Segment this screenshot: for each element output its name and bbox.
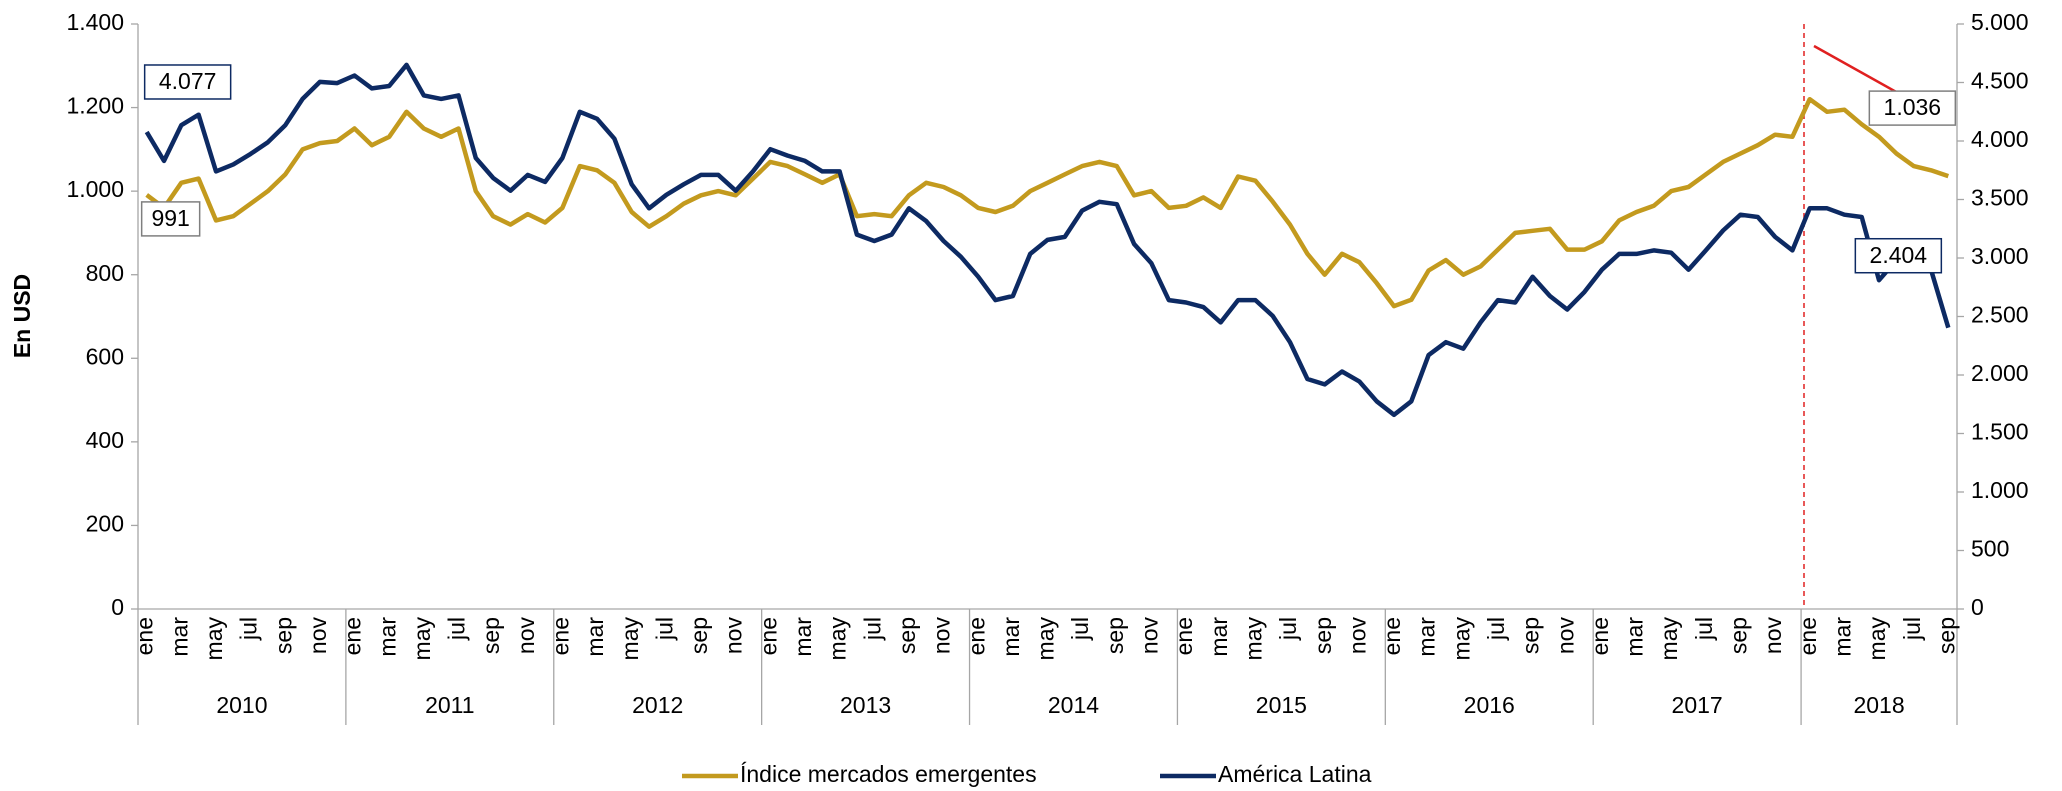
x-tick-label: may xyxy=(1656,617,1682,661)
x-tick-label: jul xyxy=(1691,617,1717,641)
year-label: 2018 xyxy=(1853,692,1904,718)
x-tick-label: sep xyxy=(1726,617,1752,654)
year-label: 2014 xyxy=(1048,692,1099,718)
x-tick-label: ene xyxy=(963,617,989,655)
y2-tick-label: 500 xyxy=(1971,536,2009,562)
x-tick-label: sep xyxy=(1933,617,1959,654)
y2-tick-label: 3.500 xyxy=(1971,185,2029,211)
x-tick-label: nov xyxy=(305,617,331,655)
value-label: 4.077 xyxy=(159,68,217,94)
y2-tick-label: 4.500 xyxy=(1971,68,2029,94)
y-tick-label: 1.200 xyxy=(66,93,124,119)
x-tick-label: nov xyxy=(1344,617,1370,655)
x-tick-label: jul xyxy=(1899,617,1925,641)
legend-label: América Latina xyxy=(1218,761,1372,787)
y2-tick-label: 2.000 xyxy=(1971,360,2029,386)
y-tick-label: 400 xyxy=(86,427,124,453)
y-tick-label: 1.000 xyxy=(66,176,124,202)
x-tick-label: sep xyxy=(1518,617,1544,654)
x-tick-label: nov xyxy=(929,617,955,655)
x-tick-label: may xyxy=(825,617,851,661)
x-tick-label: ene xyxy=(755,617,781,655)
x-tick-label: sep xyxy=(1102,617,1128,654)
x-tick-label: jul xyxy=(1067,617,1093,641)
x-tick-label: mar xyxy=(1206,617,1232,657)
y2-tick-label: 5.000 xyxy=(1971,9,2029,35)
y-axis-label: En USD xyxy=(9,274,35,358)
x-tick-label: may xyxy=(201,617,227,661)
x-tick-label: mar xyxy=(790,617,816,657)
x-tick-label: sep xyxy=(686,617,712,654)
series-line xyxy=(147,65,1949,415)
series-line xyxy=(147,99,1949,306)
x-tick-label: mar xyxy=(1829,617,1855,657)
y2-tick-label: 0 xyxy=(1971,594,1984,620)
year-label: 2015 xyxy=(1256,692,1307,718)
value-label: 991 xyxy=(151,205,189,231)
y-tick-label: 600 xyxy=(86,343,124,369)
x-tick-label: may xyxy=(617,617,643,661)
x-tick-label: ene xyxy=(1171,617,1197,655)
x-tick-label: sep xyxy=(894,617,920,654)
x-tick-label: ene xyxy=(1379,617,1405,655)
y2-tick-label: 4.000 xyxy=(1971,126,2029,152)
y2-tick-label: 1.000 xyxy=(1971,477,2029,503)
x-tick-label: mar xyxy=(998,617,1024,657)
value-label: 2.404 xyxy=(1870,242,1928,268)
y-tick-label: 800 xyxy=(86,260,124,286)
x-tick-label: jul xyxy=(859,617,885,641)
x-tick-label: ene xyxy=(132,617,158,655)
x-tick-label: jul xyxy=(236,617,262,641)
x-tick-label: jul xyxy=(1483,617,1509,641)
x-tick-label: ene xyxy=(1795,617,1821,655)
y2-tick-label: 2.500 xyxy=(1971,302,2029,328)
year-label: 2010 xyxy=(216,692,267,718)
year-label: 2016 xyxy=(1464,692,1515,718)
x-tick-label: ene xyxy=(1587,617,1613,655)
legend-label: Índice mercados emergentes xyxy=(740,761,1037,787)
year-label: 2013 xyxy=(840,692,891,718)
year-label: 2011 xyxy=(425,692,474,718)
x-tick-label: may xyxy=(409,617,435,661)
y-tick-label: 200 xyxy=(86,511,124,537)
x-tick-label: jul xyxy=(444,617,470,641)
x-tick-label: sep xyxy=(478,617,504,654)
x-tick-label: nov xyxy=(1760,617,1786,655)
x-tick-label: jul xyxy=(651,617,677,641)
x-tick-label: may xyxy=(1864,617,1890,661)
year-label: 2017 xyxy=(1672,692,1723,718)
year-label: 2012 xyxy=(632,692,683,718)
x-tick-label: mar xyxy=(166,617,192,657)
x-tick-label: ene xyxy=(340,617,366,655)
x-tick-label: mar xyxy=(374,617,400,657)
x-tick-label: mar xyxy=(1414,617,1440,657)
x-tick-label: may xyxy=(1033,617,1059,661)
y-tick-label: 1.400 xyxy=(66,9,124,35)
x-tick-label: may xyxy=(1240,617,1266,661)
y2-tick-label: 1.500 xyxy=(1971,419,2029,445)
x-tick-label: nov xyxy=(513,617,539,655)
x-tick-label: may xyxy=(1448,617,1474,661)
chart: En USD 0 200 400 600 800 1.000 1.200 1.400 0 500 1… xyxy=(0,0,2062,791)
y2-tick-label: 3.000 xyxy=(1971,243,2029,269)
x-tick-label: ene xyxy=(548,617,574,655)
y-tick-label: 0 xyxy=(111,594,124,620)
x-tick-label: sep xyxy=(1310,617,1336,654)
value-label: 1.036 xyxy=(1884,94,1942,120)
x-tick-label: nov xyxy=(721,617,747,655)
x-tick-label: nov xyxy=(1137,617,1163,655)
x-tick-label: jul xyxy=(1275,617,1301,641)
x-tick-label: mar xyxy=(582,617,608,657)
x-tick-label: mar xyxy=(1622,617,1648,657)
x-tick-label: nov xyxy=(1552,617,1578,655)
x-tick-label: sep xyxy=(270,617,296,654)
